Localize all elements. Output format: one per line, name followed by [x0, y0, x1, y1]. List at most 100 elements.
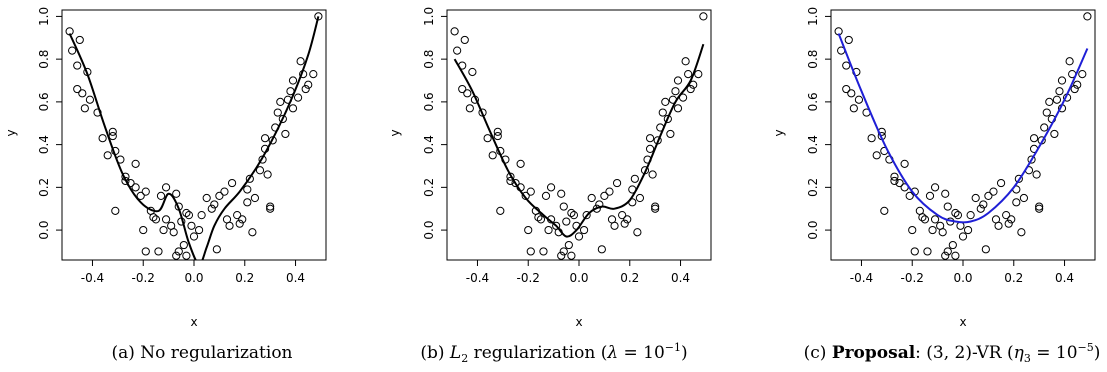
point-a-49 — [207, 204, 216, 213]
point-b-2 — [460, 35, 469, 45]
point-a-32 — [172, 189, 181, 198]
point-b-68 — [648, 170, 657, 179]
point-b-78 — [673, 104, 683, 113]
point-b-0 — [450, 27, 459, 36]
point-b-28 — [546, 183, 556, 192]
xtick-label-c-2: 0.0 — [953, 271, 972, 285]
point-a-29 — [161, 215, 171, 224]
point-a-26 — [151, 215, 161, 224]
point-a-51 — [215, 191, 224, 200]
point-a-60 — [243, 185, 252, 194]
ytick-label-b-1: 0.2 — [422, 178, 436, 197]
point-a-4 — [73, 84, 82, 94]
caption-b: (b) L2 regularization (λ = 10−1) — [420, 341, 687, 365]
point-c-25 — [918, 213, 927, 222]
point-c-11 — [872, 151, 881, 160]
caption-a: (a) No regularization — [111, 343, 292, 363]
point-a-88 — [139, 225, 148, 235]
point-a-79 — [288, 76, 298, 85]
point-b-25 — [534, 213, 543, 222]
point-a-28 — [161, 183, 171, 192]
point-b-74 — [663, 114, 672, 124]
point-a-12 — [108, 127, 117, 136]
point-b-67 — [645, 134, 655, 143]
point-b-51 — [600, 191, 609, 200]
point-a-36 — [184, 211, 194, 220]
xtick-label-b-4: 0.4 — [671, 271, 690, 285]
point-c-86 — [1083, 12, 1092, 21]
point-b-39 — [564, 240, 573, 250]
point-c-8 — [849, 104, 858, 113]
xtick-label-a-1: -0.2 — [132, 271, 155, 285]
xtick-label-b-1: -0.2 — [517, 271, 540, 285]
point-a-8 — [80, 104, 89, 113]
point-c-61 — [1014, 174, 1023, 183]
ytick-label-b-0: 0.0 — [422, 221, 436, 240]
ytick-label-a-0: 0.0 — [37, 221, 51, 240]
point-c-56 — [1002, 211, 1011, 220]
point-a-56 — [233, 211, 242, 220]
point-c-69 — [1035, 204, 1044, 213]
point-b-63 — [635, 193, 645, 203]
point-c-77 — [1055, 87, 1064, 96]
point-c-41 — [928, 225, 937, 235]
point-a-37 — [187, 221, 196, 230]
point-c-72 — [1042, 108, 1051, 117]
point-c-62 — [1017, 228, 1026, 237]
point-b-8 — [465, 104, 474, 113]
xtick-label-c-4: 0.4 — [1055, 271, 1074, 285]
point-a-73 — [276, 97, 285, 106]
point-a-47 — [197, 211, 206, 220]
point-b-58 — [623, 215, 632, 224]
point-b-86 — [699, 12, 708, 21]
marks-b: -0.4 -0.2 0.0 0.2 0.4 0.0 0.2 0.4 0.6 0.8 1.0 — [422, 7, 708, 285]
point-a-25 — [149, 213, 158, 222]
point-b-49 — [592, 204, 601, 213]
point-b-69 — [651, 204, 660, 213]
ylabel-a: y — [4, 129, 18, 136]
point-b-27 — [541, 191, 551, 200]
point-a-59 — [243, 198, 252, 207]
point-a-21 — [136, 191, 145, 200]
point-a-48 — [202, 193, 211, 203]
point-b-44 — [557, 251, 566, 260]
point-b-43 — [526, 247, 535, 256]
point-c-2 — [844, 35, 853, 45]
point-b-48 — [587, 193, 596, 203]
point-c-27 — [925, 191, 935, 200]
point-b-57 — [620, 219, 629, 228]
point-c-83 — [1070, 84, 1079, 94]
point-a-19 — [131, 159, 140, 168]
point-a-27 — [156, 191, 166, 200]
point-c-48 — [971, 193, 980, 203]
point-a-39 — [179, 240, 188, 250]
point-b-34 — [562, 217, 571, 226]
point-b-52 — [605, 187, 614, 196]
point-c-26 — [920, 215, 930, 224]
point-a-85 — [309, 70, 318, 79]
point-b-38 — [574, 232, 584, 241]
point-b-32 — [557, 189, 566, 198]
ytick-label-b-2: 0.4 — [422, 135, 436, 154]
point-b-19 — [516, 159, 525, 168]
point-a-52 — [220, 187, 229, 196]
ytick-label-b-4: 0.8 — [422, 50, 436, 69]
panel-a: -0.4 -0.2 0.0 0.2 0.40.00.20.40.60.81.0 y x … — [4, 7, 327, 363]
point-b-47 — [582, 211, 591, 220]
point-b-54 — [610, 221, 619, 230]
point-a-11 — [103, 151, 112, 160]
point-b-82 — [684, 70, 693, 79]
point-a-83 — [301, 84, 310, 94]
xtick-label-a-2: 0.0 — [184, 271, 203, 285]
point-c-10 — [867, 134, 876, 143]
point-a-35 — [182, 208, 191, 218]
point-c-46 — [963, 225, 973, 235]
point-b-50 — [597, 245, 606, 254]
point-c-71 — [1040, 123, 1049, 132]
point-a-62 — [248, 228, 257, 237]
point-a-57 — [235, 219, 244, 228]
xtick-label-b-3: 0.2 — [620, 271, 639, 285]
point-a-38 — [189, 232, 199, 241]
point-a-46 — [194, 225, 204, 235]
point-c-36 — [953, 211, 963, 220]
